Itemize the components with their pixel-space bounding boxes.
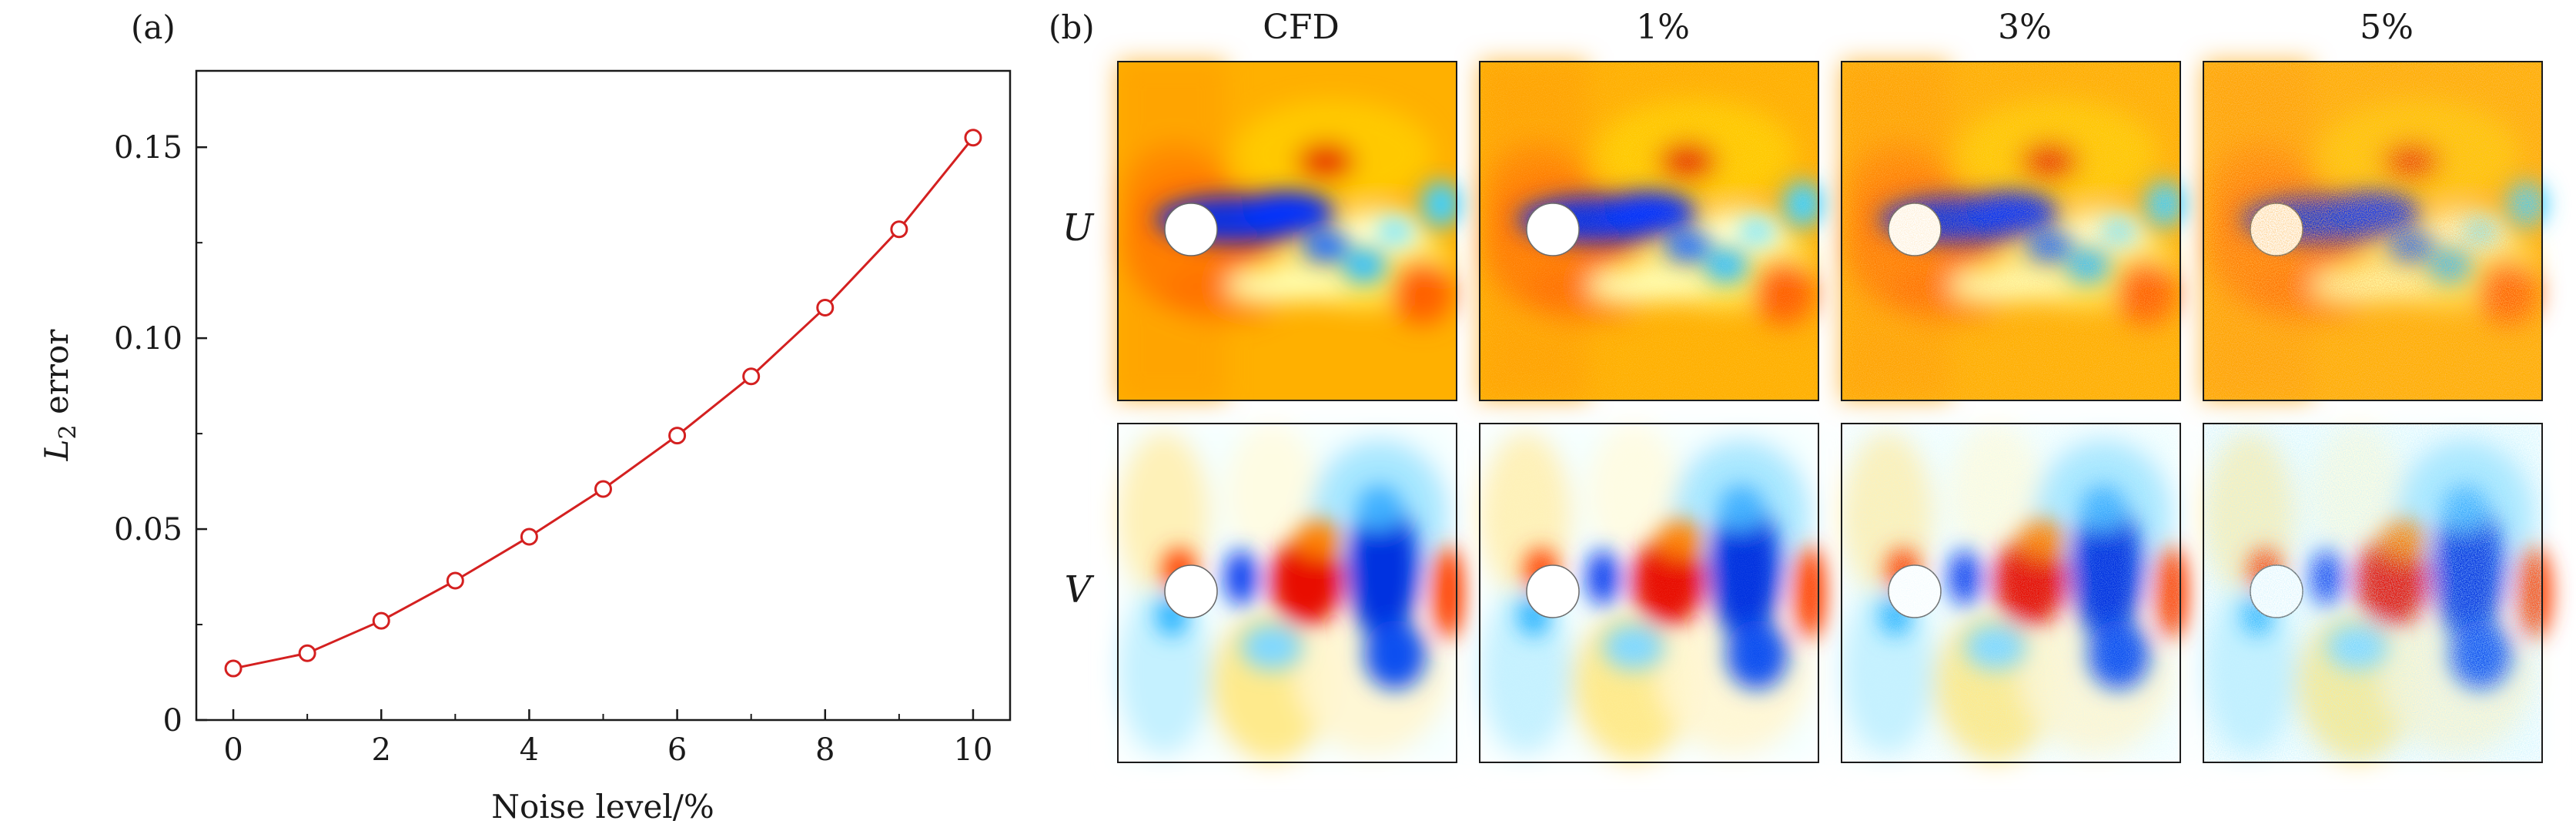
- column-header-1pct: 1%: [1636, 8, 1690, 47]
- y-axis-ticks: 0 0.05 0.10 0.15: [114, 130, 207, 739]
- x-tick-label: 4: [520, 732, 539, 768]
- y-tick-label: 0.10: [114, 321, 182, 357]
- data-point: [890, 220, 908, 239]
- column-header-5pct: 5%: [2360, 8, 2414, 47]
- x-tick-label: 8: [815, 732, 835, 768]
- row-header-v: V: [1065, 568, 1095, 611]
- data-point: [964, 129, 982, 147]
- data-point: [298, 644, 316, 662]
- column-header-cfd: CFD: [1263, 8, 1339, 47]
- v-field-3pct: [1841, 423, 2190, 763]
- x-axis-title: Noise level/%: [491, 788, 714, 826]
- v-field-cfd: [1117, 423, 1466, 763]
- x-tick-label: 6: [667, 732, 687, 768]
- y-tick-label: 0.05: [114, 512, 182, 548]
- series-line: [233, 136, 975, 670]
- column-header-3pct: 3%: [1998, 8, 2052, 47]
- u-field-5pct: [2203, 61, 2547, 401]
- x-axis-ticks: 0 2 4 6 8 10: [223, 709, 992, 768]
- data-point: [594, 480, 612, 498]
- panel-b-tag: (b): [1049, 8, 1095, 46]
- data-point: [668, 427, 687, 445]
- series-markers: [224, 129, 982, 678]
- y-tick-label: 0.15: [114, 130, 182, 166]
- data-point: [446, 571, 464, 590]
- u-field-3pct: [1841, 61, 2185, 401]
- x-tick-label: 10: [954, 732, 993, 768]
- data-point: [224, 659, 243, 678]
- x-tick-label: 2: [372, 732, 391, 768]
- data-point: [742, 367, 761, 386]
- panel-b-field-grid: (b) CFD 1% 3% 5% U V: [1049, 8, 2551, 763]
- data-point: [372, 611, 390, 630]
- panel-a-line-chart: (a) 0 2 4 6 8 10 00.050.100.15 Noise level/% …: [38, 8, 1012, 826]
- u-field-cfd: [1117, 61, 1461, 401]
- y-axis-title: L2 error: [38, 329, 82, 462]
- x-tick-label: 0: [223, 732, 243, 768]
- y-tick-label: 0: [163, 703, 182, 739]
- v-field-1pct: [1479, 423, 1828, 763]
- data-point: [520, 528, 538, 546]
- v-field-5pct: [2203, 423, 2551, 763]
- panel-a-tag: (a): [131, 8, 176, 46]
- u-field-1pct: [1479, 61, 1823, 401]
- row-header-u: U: [1062, 206, 1095, 250]
- plot-frame: [195, 69, 1012, 722]
- data-point: [816, 298, 835, 317]
